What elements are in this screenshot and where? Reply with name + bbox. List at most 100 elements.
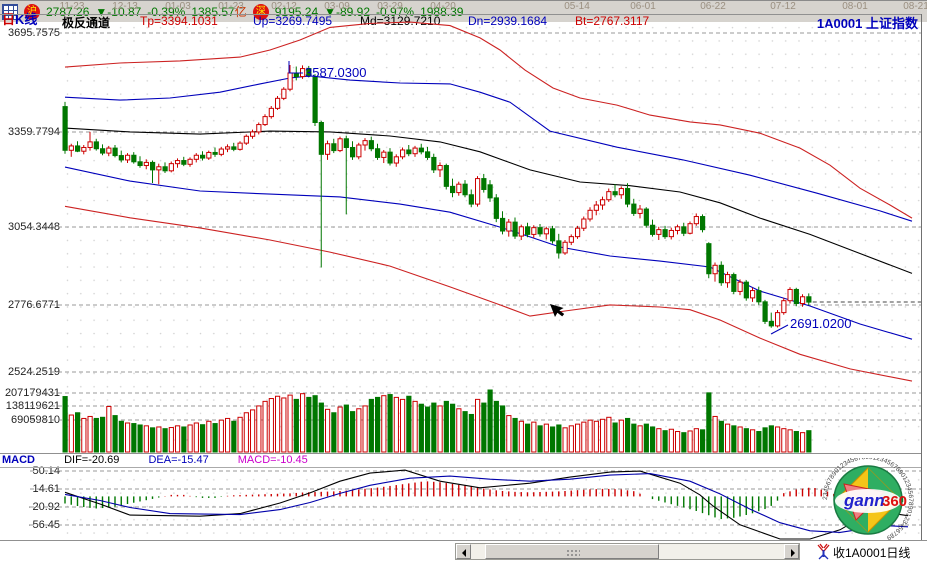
volume-bar: [268, 398, 274, 453]
candle-body: [100, 148, 106, 154]
date-axis-label: 01-03: [165, 1, 191, 12]
volume-bar: [87, 415, 93, 453]
volume-bar: [293, 398, 299, 453]
candle-body: [131, 154, 137, 163]
shanghai-market-icon[interactable]: 沪: [24, 3, 40, 20]
candle-body: [456, 183, 462, 194]
candle-body: [81, 146, 87, 152]
candle-body: [112, 147, 118, 157]
date-axis-label: 03-09: [324, 1, 350, 12]
volume-axis-label: 69059810: [11, 414, 60, 426]
date-axis-label: 02-12: [271, 1, 297, 12]
horizontal-scrollbar[interactable]: [455, 543, 800, 560]
date-axis-label: 08-01: [842, 1, 868, 12]
candle-body: [418, 147, 424, 153]
channel-line-Md: [64, 127, 913, 274]
volume-bar: [468, 413, 474, 453]
volume-bar: [650, 426, 656, 453]
volume-bar: [518, 420, 524, 453]
volume-bar: [387, 394, 393, 453]
candle-body: [468, 194, 474, 205]
macd-dea-value: DEA=-15.47: [148, 454, 209, 466]
candle-body: [750, 290, 756, 299]
volume-bar: [175, 425, 181, 453]
candle-body: [87, 141, 93, 148]
channel-line-Dn: [64, 166, 913, 340]
candle-body: [737, 281, 743, 292]
candle-body: [725, 274, 731, 284]
candle-body: [775, 312, 781, 327]
candle-body: [643, 208, 649, 226]
annotation-pointer: [770, 324, 789, 335]
volume-bar: [412, 400, 418, 453]
volume-bar: [675, 431, 681, 453]
volume-bar: [425, 406, 431, 453]
volume-bar: [150, 427, 156, 453]
kline-label-day: 日: [2, 12, 16, 27]
volume-bar: [756, 431, 762, 453]
volume-bar: [437, 405, 443, 453]
data-feed-antenna-icon[interactable]: [816, 543, 831, 560]
volume-bar: [750, 429, 756, 453]
macd-dea-line: [64, 473, 909, 533]
volume-bar: [343, 404, 349, 453]
candle-body: [62, 106, 68, 151]
date-axis-label: 04-20: [430, 1, 456, 12]
volume-bar: [118, 420, 124, 453]
date-axis-label: 06-01: [630, 1, 656, 12]
scroll-left-button[interactable]: [456, 544, 471, 559]
volume-bar: [643, 423, 649, 453]
volume-bar: [743, 428, 749, 453]
volume-bar: [775, 426, 781, 453]
scrollbar-thumb[interactable]: [485, 544, 659, 559]
date-axis-label: 08-21: [903, 1, 927, 12]
volume-bar: [312, 395, 318, 453]
volume-bar: [156, 426, 162, 453]
scroll-right-arrow-icon: [791, 549, 799, 557]
volume-bar: [512, 417, 518, 453]
scroll-right-button[interactable]: [784, 544, 799, 559]
date-axis-label: 03-29: [377, 1, 403, 12]
volume-bar: [200, 424, 206, 453]
volume-bar: [806, 430, 812, 453]
candle-body: [118, 155, 124, 161]
candle-body: [431, 156, 437, 171]
candle-body: [212, 151, 218, 155]
candle-body: [231, 146, 237, 150]
candle-body: [512, 221, 518, 237]
volume-bar: [206, 420, 212, 453]
macd-dif-value: DIF=-20.69: [64, 454, 120, 466]
candle-body: [631, 203, 637, 214]
macd-title: MACD: [2, 454, 35, 466]
volume-bar: [575, 423, 581, 453]
volume-bar: [600, 418, 606, 453]
volume-bar: [162, 428, 168, 453]
candle-body: [193, 154, 199, 160]
volume-bar: [718, 420, 724, 453]
candle-body: [756, 290, 762, 303]
volume-bar: [75, 412, 81, 453]
date-axis-label: 07-12: [770, 1, 796, 12]
candle-body: [543, 228, 549, 235]
volume-bar: [737, 426, 743, 453]
volume-bar: [462, 411, 468, 453]
mouse-cursor-icon: [550, 304, 565, 317]
volume-bar: [281, 397, 287, 453]
candle-body: [181, 160, 187, 165]
candle-body: [150, 161, 156, 171]
date-axis-label: 11-23: [59, 1, 85, 12]
candle-body: [387, 151, 393, 164]
volume-bar: [137, 424, 143, 453]
volume-bar: [450, 403, 456, 453]
candle-body: [137, 161, 143, 167]
candle-body: [393, 156, 399, 164]
candle-body: [806, 296, 812, 303]
volume-bar: [637, 425, 643, 453]
candle-body: [75, 145, 81, 152]
candle-body: [268, 107, 274, 118]
shenzhen-market-icon[interactable]: 深: [252, 3, 269, 20]
candle-body: [218, 148, 224, 155]
volume-bar: [275, 395, 281, 453]
volume-bar: [543, 423, 549, 453]
